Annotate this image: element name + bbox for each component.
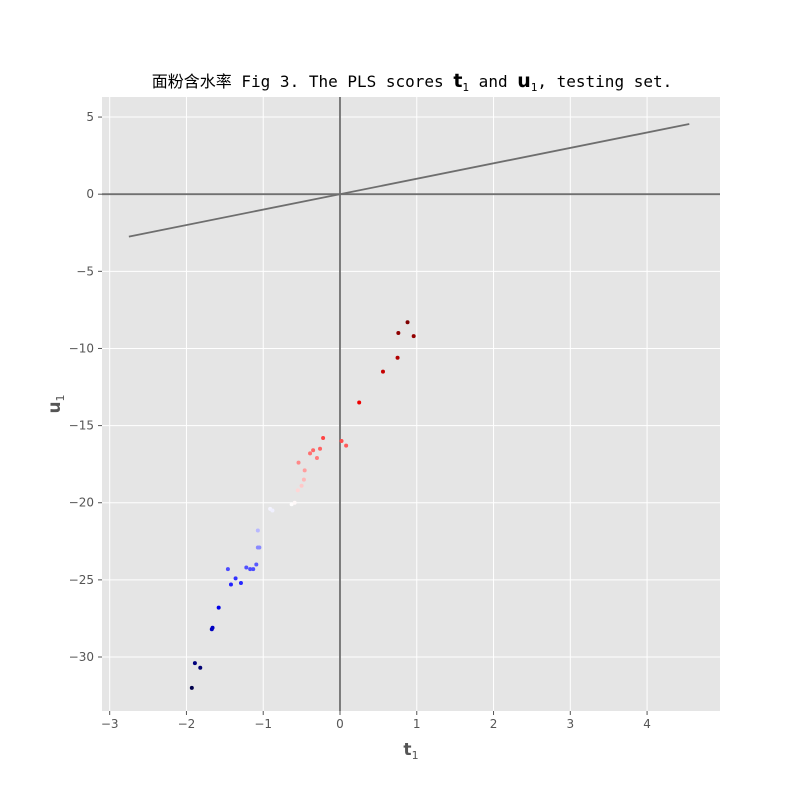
data-point: [289, 502, 294, 507]
x-tick-label: −2: [178, 717, 196, 731]
data-point: [270, 508, 275, 513]
data-point: [228, 582, 233, 587]
data-point: [380, 369, 385, 374]
y-tick-label: −20: [69, 496, 94, 510]
y-axis-label: u1: [45, 394, 67, 413]
x-ticks: −3 −2 −1 0 1 2 3 4: [101, 711, 651, 731]
y-tick-label: −30: [69, 650, 94, 664]
data-point: [318, 446, 323, 451]
x-tick-label: 3: [566, 717, 574, 731]
y-tick-label: −5: [76, 264, 94, 278]
data-point: [216, 605, 221, 610]
data-point: [311, 448, 316, 453]
data-point: [296, 460, 301, 465]
data-point: [257, 545, 262, 550]
data-point: [225, 567, 230, 572]
data-point: [238, 580, 243, 585]
data-point: [339, 439, 344, 444]
fit-line: [128, 123, 690, 238]
data-point: [255, 528, 260, 533]
y-tick-label: −10: [69, 341, 94, 355]
data-point: [251, 567, 256, 572]
data-point: [198, 665, 203, 670]
data-point: [395, 355, 400, 360]
data-point: [357, 400, 362, 405]
y-tick-label: 5: [86, 110, 94, 124]
y-ticks: 5 0 −5 −10 −15 −20 −25 −30: [69, 110, 102, 664]
x-tick-label: −1: [254, 717, 272, 731]
data-point: [295, 488, 300, 493]
data-point: [321, 435, 326, 440]
x-tick-label: 0: [336, 717, 344, 731]
x-tick-label: 1: [413, 717, 421, 731]
x-axis-label: t1: [403, 740, 418, 762]
x-tick-label: 2: [490, 717, 498, 731]
data-point: [396, 331, 401, 336]
data-point: [308, 451, 313, 456]
data-point: [405, 320, 410, 325]
y-tick-label: −15: [69, 419, 94, 433]
y-tick-label: −25: [69, 573, 94, 587]
grid-lines: [102, 97, 720, 711]
plot-area: [102, 97, 720, 711]
data-point: [301, 477, 306, 482]
y-tick-label: 0: [86, 187, 94, 201]
x-tick-label: −3: [101, 717, 119, 731]
chart-title: 面粉含水率 Fig 3. The PLS scores t1 and u1, t…: [152, 70, 672, 94]
data-point: [302, 468, 307, 473]
data-points: [189, 320, 416, 690]
data-point: [189, 685, 194, 690]
fit-line-group: [128, 123, 690, 238]
data-point: [411, 334, 416, 339]
data-point: [292, 500, 297, 505]
data-point: [192, 661, 197, 666]
data-point: [299, 483, 304, 488]
data-point: [244, 565, 249, 570]
data-point: [254, 562, 259, 567]
data-point: [210, 625, 215, 630]
x-tick-label: 4: [643, 717, 651, 731]
data-point: [248, 567, 253, 572]
data-point: [344, 443, 349, 448]
reference-lines: [102, 97, 720, 711]
data-point: [233, 576, 238, 581]
data-point: [314, 455, 319, 460]
